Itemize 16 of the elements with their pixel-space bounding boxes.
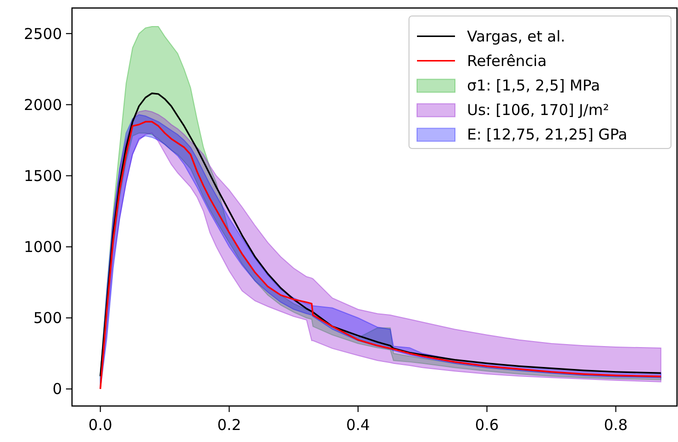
legend-label: E: [12,75, 21,25] GPa: [467, 126, 628, 144]
x-tick-label: 0.2: [217, 416, 242, 434]
y-tick-label: 2500: [24, 24, 62, 43]
y-tick-label: 1500: [24, 166, 62, 185]
x-tick-label: 0.6: [475, 416, 499, 434]
legend-label: σ1: [1,5, 2,5] MPa: [467, 76, 600, 94]
y-tick-label: 1000: [24, 238, 62, 256]
x-tick-label: 0.8: [604, 416, 628, 434]
y-tick-label: 500: [33, 309, 62, 328]
x-tick-label: 0.0: [88, 416, 112, 434]
x-tick-label: 0.4: [346, 416, 370, 434]
legend-label: Referência: [467, 52, 547, 70]
legend-label: Vargas, et al.: [467, 28, 566, 46]
y-tick-label: 2000: [24, 96, 62, 114]
legend-label: Us: [106, 170] J/m²: [467, 101, 609, 119]
y-tick-label: 0: [52, 380, 62, 398]
